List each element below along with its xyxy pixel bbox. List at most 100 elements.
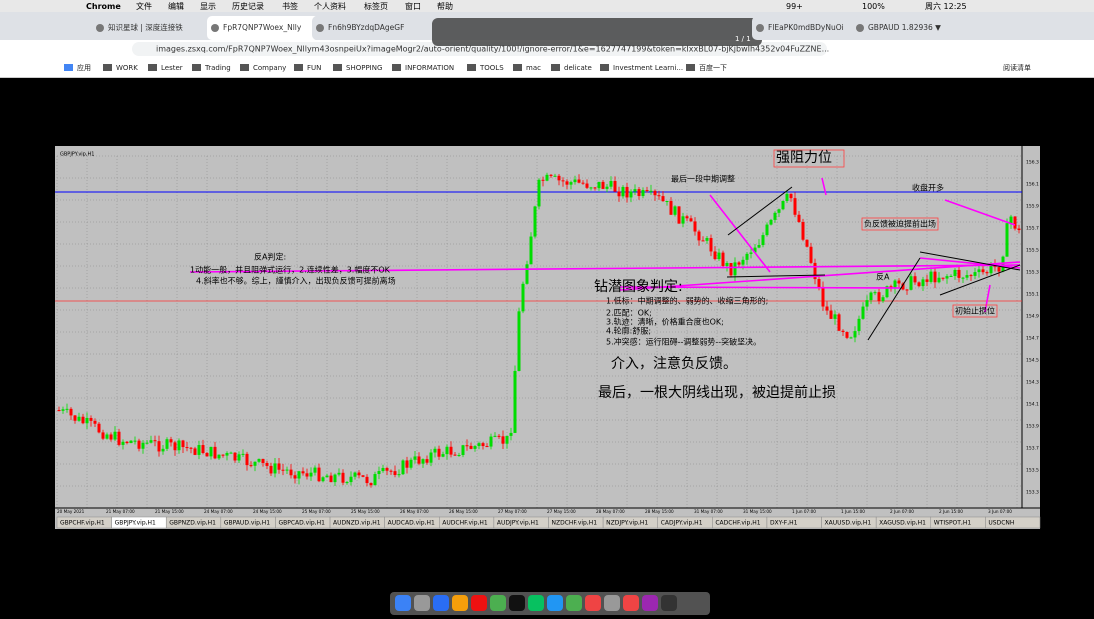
dock-icon[interactable] (585, 595, 601, 611)
dock-icon[interactable] (661, 595, 677, 611)
tab-title: FlEaPK0mdBDyNuOi (768, 23, 844, 32)
dock-icon[interactable] (414, 595, 430, 611)
candle-body (245, 453, 249, 466)
symbol-tab-label: GBPNZD.vip,H1 (169, 520, 216, 527)
candle-body (881, 297, 885, 302)
candle-body (417, 456, 421, 464)
symbol-tab-label: AUDNZD.vip,H1 (333, 520, 381, 527)
menu-item: Chrome (86, 2, 121, 11)
price-label: 153.5 (1026, 468, 1039, 474)
time-label: 24 May 15:00 (253, 509, 282, 514)
annotation-arrow (189, 264, 1021, 273)
candle-body (621, 186, 625, 197)
candle-body (573, 179, 577, 183)
dock-icon[interactable] (642, 595, 658, 611)
dock-icon[interactable] (547, 595, 563, 611)
annotation: 最后一段中期调整 (671, 174, 735, 184)
annotation-arrow (619, 261, 1021, 291)
candle-body (161, 448, 165, 452)
dock-icon[interactable] (509, 595, 525, 611)
symbol-tab[interactable] (985, 516, 1041, 529)
candle-body (925, 279, 929, 282)
candle-body (705, 237, 709, 241)
label-box (773, 149, 845, 168)
bookmark-icon (551, 64, 560, 71)
price-label: 153.7 (1026, 446, 1039, 452)
dock-icon[interactable] (433, 595, 449, 611)
annotation-arrow (619, 286, 901, 289)
candle-body (661, 196, 665, 202)
time-label: 24 May 07:00 (204, 509, 233, 514)
candle-body (613, 180, 617, 192)
annotation: 反A (876, 272, 890, 282)
candle-body (213, 446, 217, 459)
candle-body (241, 453, 245, 455)
tab-icon (96, 24, 104, 32)
candle-body (477, 443, 481, 447)
candle-body (949, 275, 953, 277)
candle-body (857, 318, 861, 332)
price-label: 153.3 (1026, 490, 1039, 496)
judgement-line: 3.轨迹：清晰，价格重合度也OK; (606, 317, 724, 327)
candle-body (409, 459, 413, 468)
time-label: 2 Jun 15:00 (939, 509, 963, 514)
candle-body (493, 435, 497, 437)
page-counter: 1 / 1 (735, 35, 751, 43)
candle-body (185, 447, 189, 449)
candle-body (489, 436, 493, 447)
candle-body (281, 469, 285, 471)
tab[interactable] (92, 16, 204, 40)
candle-body (333, 474, 337, 483)
menu-item: 历史记录 (232, 1, 264, 11)
candle-body (953, 269, 957, 276)
menu-item: 窗口 (405, 1, 421, 11)
candle-body (297, 471, 301, 479)
menu-item: 文件 (136, 1, 152, 11)
tab[interactable] (752, 16, 864, 40)
candle-body (585, 183, 589, 188)
symbol-tab-label: GBPAUD.vip,H1 (224, 520, 270, 527)
candle-body (173, 442, 177, 451)
symbol-tab-label: GBPCHF.vip,H1 (60, 520, 105, 527)
candle-body (649, 190, 653, 192)
dock-icon[interactable] (623, 595, 639, 611)
dock-icon[interactable] (490, 595, 506, 611)
candle-body (197, 445, 201, 455)
status-item: 100% (862, 2, 885, 11)
candle-body (269, 465, 273, 474)
candle-body (553, 175, 557, 177)
candle-body (457, 454, 461, 456)
candle-body (89, 417, 93, 421)
candle-body (641, 190, 645, 197)
dock-icon[interactable] (452, 595, 468, 611)
candle-body (221, 454, 225, 456)
tab[interactable] (852, 16, 964, 40)
annotation: 负反馈被迫提前出场 (864, 219, 936, 229)
candle-body (1017, 228, 1021, 231)
candle-body (429, 452, 433, 463)
note: 最后，一根大阴线出现，被迫提前止损 (598, 384, 836, 401)
candle-body (781, 200, 785, 210)
candle-body (421, 459, 425, 464)
dock-icon[interactable] (528, 595, 544, 611)
candle-body (365, 476, 369, 484)
candle-body (873, 292, 877, 294)
candle-body (609, 180, 613, 187)
tab[interactable] (207, 16, 319, 40)
candle-body (721, 252, 725, 266)
candle-body (773, 212, 777, 220)
dock-icon[interactable] (471, 595, 487, 611)
candle-body (973, 272, 977, 276)
bookmark-icon (294, 64, 303, 71)
candle-body (293, 475, 297, 479)
dock-icon[interactable] (395, 595, 411, 611)
pattern-line (939, 264, 1021, 296)
candle-body (1009, 216, 1013, 224)
price-label: 156.1 (1026, 182, 1039, 188)
candle-body (593, 187, 597, 189)
dock-icon[interactable] (566, 595, 582, 611)
candle-body (393, 471, 397, 475)
tab[interactable] (312, 16, 424, 40)
dock-icon[interactable] (604, 595, 620, 611)
candle-body (181, 440, 185, 448)
